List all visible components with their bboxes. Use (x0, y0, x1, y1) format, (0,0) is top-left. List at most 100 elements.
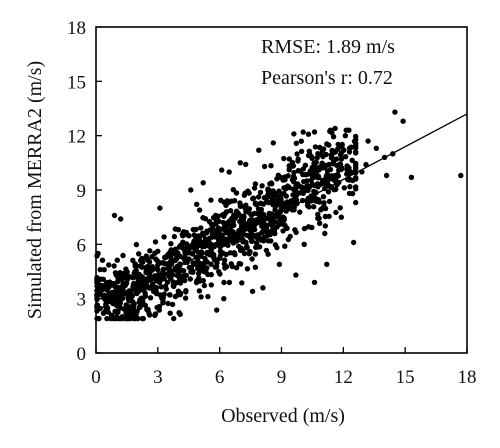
data-point (200, 180, 206, 186)
data-point (208, 271, 214, 278)
data-point (171, 315, 177, 322)
data-point (297, 209, 303, 215)
data-point (315, 184, 321, 190)
data-point (365, 138, 371, 144)
data-point (330, 147, 336, 154)
data-point (281, 215, 287, 221)
data-point (282, 243, 288, 249)
data-point (300, 166, 307, 172)
data-point (206, 240, 212, 246)
data-point (147, 295, 154, 301)
data-point (123, 310, 129, 316)
data-point (293, 183, 299, 189)
data-point (236, 260, 242, 267)
data-point (133, 267, 139, 274)
data-point (273, 198, 279, 204)
data-point (100, 310, 107, 316)
data-point (353, 176, 359, 182)
data-point (170, 250, 176, 257)
data-point (253, 240, 260, 246)
x-axis-ticks: 0 3 6 9 12 15 18 (91, 347, 477, 388)
data-point (194, 201, 200, 207)
data-point (237, 160, 243, 166)
data-point (115, 277, 121, 284)
data-point (283, 193, 289, 199)
data-point (316, 175, 322, 181)
data-point (314, 155, 320, 161)
data-point (383, 172, 390, 179)
data-point (155, 248, 161, 254)
fit-line (95, 113, 468, 312)
data-points (94, 109, 464, 322)
rmse-annotation: RMSE: 1.89 m/s (261, 36, 395, 58)
data-point (227, 221, 234, 227)
data-point (309, 181, 315, 187)
data-point (167, 310, 173, 316)
data-point (323, 162, 330, 168)
data-point (258, 216, 265, 223)
data-point (219, 232, 225, 238)
data-point (160, 266, 167, 272)
pearson-annotation: Pearson's r: 0.72 (261, 67, 393, 89)
data-point (269, 181, 275, 187)
data-point (97, 266, 103, 273)
data-point (292, 227, 298, 233)
data-point (139, 278, 145, 284)
data-point (373, 145, 379, 151)
data-point (329, 130, 335, 136)
data-point (191, 238, 197, 244)
data-point (350, 239, 357, 246)
data-point (326, 198, 333, 205)
data-point (272, 242, 279, 248)
data-point (158, 284, 164, 290)
data-point (307, 168, 313, 174)
data-point (326, 142, 332, 148)
data-point (142, 290, 148, 296)
data-point (204, 265, 210, 271)
data-point (324, 171, 330, 178)
data-point (113, 287, 120, 293)
data-point (196, 207, 203, 213)
data-point (168, 241, 174, 247)
data-point (112, 308, 118, 314)
data-point (126, 298, 133, 304)
data-point (256, 147, 262, 153)
data-point (106, 284, 112, 290)
data-point (349, 157, 355, 163)
data-point (94, 315, 100, 322)
data-point (293, 192, 299, 199)
data-point (264, 194, 270, 200)
data-point (152, 311, 159, 317)
data-point (392, 109, 398, 115)
data-point (323, 151, 329, 158)
data-point (238, 224, 245, 230)
data-point (244, 266, 251, 272)
data-point (284, 183, 291, 189)
data-point (117, 305, 124, 311)
data-point (331, 173, 338, 179)
data-point (458, 172, 464, 179)
data-point (208, 197, 214, 203)
data-point (335, 141, 341, 148)
data-point (104, 305, 111, 311)
data-point (322, 205, 329, 212)
data-point (338, 214, 344, 220)
data-point (118, 272, 124, 279)
data-point (205, 293, 211, 300)
data-point (294, 151, 300, 157)
data-point (408, 174, 415, 180)
data-point (232, 215, 238, 221)
data-point (245, 188, 251, 194)
data-point (353, 136, 359, 143)
data-point (111, 263, 117, 269)
data-point (152, 239, 159, 245)
data-point (263, 227, 269, 233)
data-point (353, 186, 359, 192)
data-point (223, 224, 229, 230)
data-point (275, 194, 281, 200)
data-point (202, 255, 208, 262)
data-point (282, 222, 288, 229)
data-point (265, 199, 272, 206)
data-point (270, 219, 276, 225)
